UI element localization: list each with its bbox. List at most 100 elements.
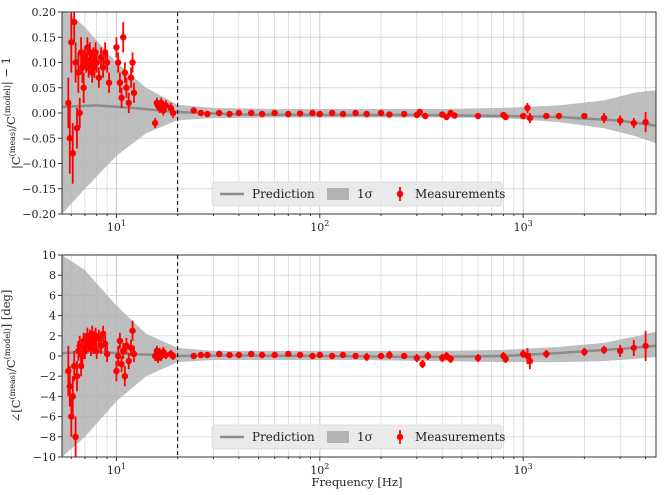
measurement-point (121, 373, 129, 380)
measurement-point (642, 118, 649, 126)
measurement-point (73, 124, 81, 132)
measurement-point (543, 112, 550, 120)
measurement-point (352, 352, 359, 360)
legend-measurement-marker (396, 433, 404, 441)
measurement-point (526, 114, 534, 122)
top-panel: −0.20 −0.15 −0.10 −0.05 0.00 0.05 0.10 0.15 0.20… (22, 6, 657, 234)
legend-box (211, 181, 503, 207)
measurement-point (80, 337, 87, 345)
x-tick-label-exponent: 1 (121, 462, 126, 471)
measurement-point (127, 344, 135, 352)
measurement-point (416, 108, 423, 116)
measurement-point (443, 113, 450, 121)
measurement-point (92, 49, 99, 56)
measurement-point (258, 351, 266, 359)
measurement-point (339, 110, 347, 118)
plot-area (62, 255, 656, 457)
sigma-band (62, 12, 656, 214)
x-tick-label-exponent: 3 (528, 462, 533, 471)
measurement-point (226, 351, 233, 359)
y-tick-label: 0.20 (32, 6, 57, 19)
x-tick-label: 101 (107, 219, 126, 234)
measurement-point (328, 352, 336, 360)
y-tick-label: 6 (49, 289, 56, 302)
measurements (65, 12, 649, 184)
measurement-point (447, 355, 454, 363)
legend-band-label: 1σ (357, 187, 373, 201)
measurement-point (125, 357, 132, 365)
x-tick-label-base: 10 (514, 464, 528, 477)
measurement-point (285, 110, 292, 118)
measurement-point (316, 110, 323, 118)
measurement-point (101, 340, 109, 348)
measurement-point (502, 355, 509, 363)
measurement-point (72, 433, 79, 440)
y-tick-label: 0.10 (32, 57, 57, 70)
y-tick-label: −0.15 (22, 183, 56, 196)
measurement-point (339, 351, 347, 359)
measurement-point (197, 109, 205, 117)
measurement-point (271, 351, 278, 359)
legend: Prediction 1σ Measurements (211, 424, 505, 450)
y-tick-label: 0.05 (32, 82, 57, 95)
measurement-point (271, 109, 278, 117)
measurement-point (363, 353, 370, 361)
measurement-point (581, 112, 588, 120)
x-tick-label: 103 (514, 462, 533, 477)
measurement-point (151, 119, 159, 127)
measurement-point (474, 112, 482, 120)
measurement-point (474, 354, 482, 362)
x-tick-label: 102 (310, 219, 329, 234)
measurement-point (80, 84, 87, 91)
measurement-point (69, 150, 76, 157)
measurement-point (309, 352, 316, 360)
measurement-point (328, 109, 336, 117)
measurement-point (352, 109, 359, 117)
measurement-point (630, 344, 638, 352)
bottom-y-axis-label: ∠[C(meas)/C(model)] [deg] (0, 290, 23, 423)
measurement-point (377, 352, 385, 360)
measurement-point (99, 64, 107, 71)
measurement-point (66, 135, 74, 142)
y-tick-label: −8 (40, 431, 56, 444)
x-tick-label-base: 10 (107, 464, 121, 477)
x-tick-label-base: 10 (514, 221, 528, 234)
measurement-point (248, 350, 255, 358)
y-tick-label: −0.05 (22, 132, 56, 145)
measurement-point (424, 352, 432, 360)
measurement-point (79, 352, 86, 360)
measurement-point (419, 360, 426, 368)
measurement-point (121, 69, 129, 76)
measurement-point (642, 342, 649, 350)
measurement-point (93, 347, 100, 355)
label-text: | − 1 (0, 57, 14, 85)
measurement-point (386, 351, 393, 359)
measurement-point (116, 337, 124, 345)
measurement-point (581, 348, 588, 356)
label-text: /C (4, 116, 18, 129)
y-tick-label: 2 (49, 330, 56, 343)
measurement-point (190, 352, 197, 360)
label-superscript: (model) (3, 328, 12, 359)
measurement-point (75, 69, 82, 76)
measurement-point (99, 330, 107, 337)
y-tick-label: 10 (42, 249, 56, 262)
measurement-point (113, 44, 120, 51)
measurement-point (69, 393, 76, 400)
measurement-point (71, 362, 78, 370)
top-y-axis-label: |C(meas)/C(model)| − 1 (0, 57, 24, 169)
label-text: /C (4, 359, 18, 372)
legend-band-swatch (327, 188, 349, 200)
measurement-point (543, 350, 550, 358)
measurement-point (400, 110, 408, 118)
measurement-point (386, 111, 393, 118)
measurement-point (296, 110, 304, 117)
legend-measurement-marker (396, 190, 404, 198)
measurement-point (235, 351, 243, 359)
y-tick-label: −6 (40, 411, 56, 424)
measurement-point (204, 110, 211, 118)
legend-measurements-label: Measurements (415, 430, 505, 444)
label-superscript: (meas) (8, 372, 17, 399)
measurement-point (114, 352, 122, 360)
